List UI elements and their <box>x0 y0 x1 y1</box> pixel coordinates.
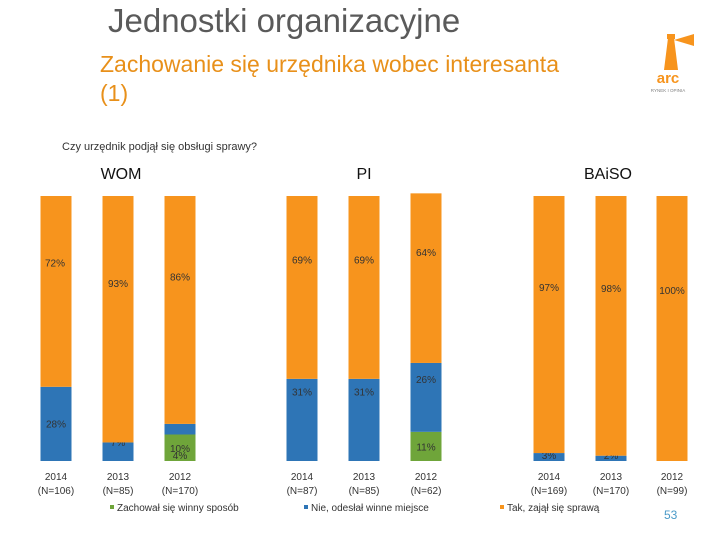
data-label-pi-2012-blue: 26% <box>416 375 436 386</box>
x-label-n-wom-2013: (N=85) <box>103 486 134 497</box>
data-label-wom-2013-orange: 93% <box>108 279 128 290</box>
bar-wom-2014-orange <box>40 196 72 387</box>
data-label-pi-2013-blue: 31% <box>354 387 374 398</box>
bar-baiso-2012-orange <box>656 196 688 461</box>
data-label-baiso-2013-blue: 2% <box>604 451 619 462</box>
x-label-year-baiso-2014: 2014 <box>538 472 561 483</box>
page-number: 53 <box>664 508 678 522</box>
x-label-year-baiso-2013: 2013 <box>600 472 623 483</box>
bar-wom-2012-orange <box>164 196 196 424</box>
bar-pi-2014-blue <box>286 378 318 461</box>
bar-pi-2012-green <box>410 431 442 461</box>
data-label-baiso-2013-orange: 98% <box>601 284 621 295</box>
logo-text: arc <box>657 70 680 87</box>
x-label-year-wom-2012: 2012 <box>169 472 192 483</box>
bar-wom-2013-orange <box>102 196 134 443</box>
data-label-wom-2014-orange: 72% <box>45 259 65 270</box>
x-label-year-pi-2013: 2013 <box>353 472 376 483</box>
data-label-pi-2013-orange: 69% <box>354 256 374 267</box>
bar-baiso-2013-orange <box>595 196 627 456</box>
data-label-baiso-2014-orange: 97% <box>539 283 559 294</box>
logo-tagline: RYNEK I OPINIA <box>651 88 685 93</box>
x-label-year-wom-2013: 2013 <box>107 472 130 483</box>
data-label-wom-2012-blue: 4% <box>173 451 188 462</box>
x-label-n-pi-2012: (N=62) <box>411 486 442 497</box>
x-label-n-wom-2014: (N=106) <box>38 486 74 497</box>
page-title: Jednostki organizacyjne <box>108 2 461 39</box>
bar-pi-2014-orange <box>286 196 318 379</box>
x-label-year-baiso-2012: 2012 <box>661 472 684 483</box>
x-label-year-pi-2014: 2014 <box>291 472 314 483</box>
lighthouse-beam-icon <box>674 34 694 46</box>
x-label-n-pi-2013: (N=85) <box>349 486 380 497</box>
x-label-year-pi-2012: 2012 <box>415 472 438 483</box>
data-label-pi-2012-orange: 64% <box>416 248 436 259</box>
bar-pi-2012-orange <box>410 193 442 363</box>
data-label-pi-2014-blue: 31% <box>292 387 312 398</box>
data-label-wom-2013-blue: 7% <box>111 438 126 449</box>
group-title-wom: WOM <box>101 166 142 183</box>
data-label-wom-2012-green: 10% <box>170 444 190 455</box>
bar-pi-2013-orange <box>348 196 380 379</box>
lighthouse-icon <box>664 38 678 70</box>
data-label-pi-2012-green: 11% <box>416 442 435 453</box>
x-label-n-wom-2012: (N=170) <box>162 486 198 497</box>
bar-pi-2012-blue <box>410 362 442 432</box>
legend-label-orange: Tak, zajął się sprawą <box>507 503 600 514</box>
bar-wom-2014-blue <box>40 386 72 461</box>
data-label-pi-2014-orange: 69% <box>292 256 312 267</box>
page-subtitle: Zachowanie się urzędnika wobec interesan… <box>100 51 559 106</box>
arc-logo: arc RYNEK I OPINIA <box>651 34 694 93</box>
bar-wom-2012-green <box>164 434 196 461</box>
bar-pi-2013-blue <box>348 378 380 461</box>
chart-question: Czy urzędnik podjął się obsługi sprawy? <box>62 141 258 153</box>
legend-swatch-blue <box>304 505 308 509</box>
x-label-n-baiso-2012: (N=99) <box>657 486 688 497</box>
legend-swatch-green <box>110 505 114 509</box>
x-label-n-pi-2014: (N=87) <box>287 486 318 497</box>
bar-baiso-2013-blue <box>595 455 627 461</box>
bar-baiso-2014-blue <box>533 453 565 461</box>
data-label-baiso-2012-orange: 100% <box>659 286 685 297</box>
bar-wom-2013-blue <box>102 442 134 461</box>
x-label-n-baiso-2013: (N=170) <box>593 486 629 497</box>
data-label-baiso-2014-blue: 3% <box>542 451 557 462</box>
legend-label-green: Zachował się winny sposób <box>117 503 239 514</box>
bar-wom-2012-blue <box>164 423 196 435</box>
data-label-wom-2012-orange: 86% <box>170 272 190 283</box>
x-label-year-wom-2014: 2014 <box>45 472 68 483</box>
legend-label-blue: Nie, odesłał winne miejsce <box>311 503 429 514</box>
group-title-baiso: BAiSO <box>584 166 632 183</box>
x-label-n-baiso-2014: (N=169) <box>531 486 567 497</box>
data-label-wom-2014-blue: 28% <box>46 420 66 431</box>
group-title-pi: PI <box>356 166 371 183</box>
legend-swatch-orange <box>500 505 504 509</box>
bar-baiso-2014-orange <box>533 196 565 454</box>
